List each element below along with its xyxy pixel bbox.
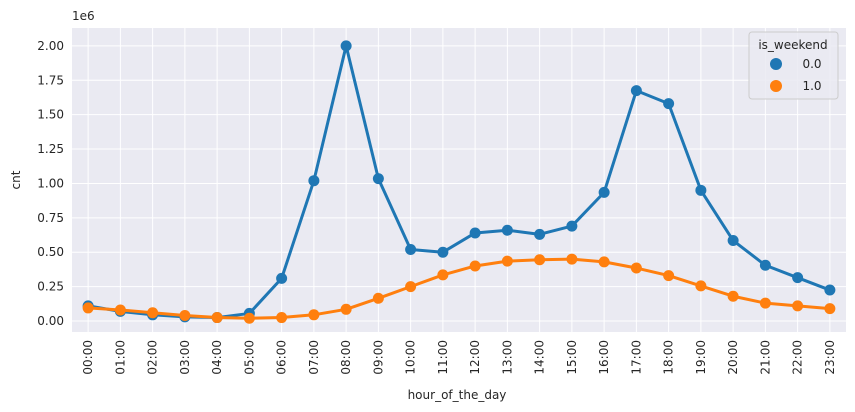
- series-1.0: [82, 253, 836, 324]
- x-tick-label: 20:00: [726, 340, 740, 375]
- data-point: [534, 228, 546, 240]
- data-point: [663, 98, 675, 110]
- data-point: [469, 260, 481, 272]
- y-tick-label: 0.50: [37, 245, 64, 259]
- data-point: [695, 280, 707, 292]
- data-point: [598, 256, 610, 268]
- data-point: [340, 40, 352, 52]
- data-point: [179, 309, 191, 321]
- data-point: [82, 302, 94, 314]
- data-point: [147, 307, 159, 319]
- x-axis-label: hour_of_the_day: [408, 388, 507, 402]
- data-point: [211, 312, 223, 324]
- y-tick-label: 1.25: [37, 142, 64, 156]
- x-tick-label: 13:00: [500, 340, 514, 375]
- data-point: [792, 272, 804, 284]
- data-point: [437, 246, 449, 258]
- y-tick-label: 2.00: [37, 39, 64, 53]
- legend-entry: 1.0: [802, 79, 821, 93]
- series-group: [82, 40, 836, 324]
- x-tick-label: 05:00: [242, 340, 256, 375]
- data-point: [405, 243, 417, 255]
- x-tick-label: 19:00: [694, 340, 708, 375]
- data-point: [695, 184, 707, 196]
- x-tick-label: 12:00: [468, 340, 482, 375]
- x-tick-label: 16:00: [597, 340, 611, 375]
- data-point: [759, 297, 771, 309]
- x-tick-label: 04:00: [210, 340, 224, 375]
- x-tick-label: 15:00: [565, 340, 579, 375]
- data-point: [663, 270, 675, 282]
- y-axis-label: cnt: [9, 170, 23, 189]
- data-point: [437, 269, 449, 281]
- data-point: [566, 220, 578, 232]
- x-tick-label: 00:00: [81, 340, 95, 375]
- y-tick-label: 1.50: [37, 108, 64, 122]
- data-point: [340, 303, 352, 315]
- data-point: [308, 175, 320, 187]
- y-offset-label: 1e6: [72, 9, 95, 23]
- data-point: [372, 173, 384, 185]
- x-tick-label: 18:00: [662, 340, 676, 375]
- x-tick-label: 10:00: [404, 340, 418, 375]
- data-point: [759, 259, 771, 271]
- x-tick-label: 14:00: [533, 340, 547, 375]
- data-point: [534, 254, 546, 266]
- data-point: [824, 303, 836, 315]
- x-tick-labels: 00:00 01:00 02:00 03:00 04:00 05:00 06:00 07:00…: [81, 340, 837, 375]
- x-tick-label: 11:00: [436, 340, 450, 375]
- y-tick-label: 1.00: [37, 176, 64, 190]
- plot-background: [72, 28, 846, 332]
- y-tick-labels: 0.00 0.25 0.50 0.75 1.00 1.25 1.50 1.75 2.00: [37, 39, 64, 328]
- data-point: [566, 253, 578, 265]
- data-point: [501, 255, 513, 267]
- data-point: [372, 292, 384, 304]
- data-point: [114, 304, 126, 316]
- x-tick-label: 03:00: [178, 340, 192, 375]
- legend-title: is_weekend: [758, 38, 827, 52]
- x-tick-label: 21:00: [758, 340, 772, 375]
- data-point: [630, 262, 642, 274]
- data-point: [308, 309, 320, 321]
- legend-entry: 0.0: [802, 57, 821, 71]
- data-point: [243, 312, 255, 324]
- y-tick-label: 0.00: [37, 314, 64, 328]
- y-tick-label: 0.75: [37, 211, 64, 225]
- x-tick-label: 07:00: [307, 340, 321, 375]
- legend-marker: [770, 58, 782, 70]
- x-tick-label: 23:00: [823, 340, 837, 375]
- x-tick-label: 08:00: [339, 340, 353, 375]
- x-tick-label: 02:00: [146, 340, 160, 375]
- x-tick-label: 22:00: [791, 340, 805, 375]
- legend-box: [748, 31, 839, 100]
- data-point: [276, 312, 288, 324]
- data-point: [501, 224, 513, 236]
- x-tick-label: 01:00: [113, 340, 127, 375]
- y-tick-label: 1.75: [37, 73, 64, 87]
- data-point: [727, 235, 739, 247]
- legend: is_weekend 0.0 1.0: [748, 31, 839, 100]
- data-point: [598, 186, 610, 198]
- data-point: [792, 300, 804, 312]
- data-point: [824, 284, 836, 296]
- x-tick-label: 17:00: [629, 340, 643, 375]
- data-point: [469, 227, 481, 239]
- x-tick-label: 09:00: [371, 340, 385, 375]
- x-tick-label: 06:00: [275, 340, 289, 375]
- data-point: [630, 85, 642, 97]
- y-tick-label: 0.25: [37, 280, 64, 294]
- data-point: [405, 281, 417, 293]
- data-point: [727, 290, 739, 302]
- data-point: [276, 272, 288, 284]
- legend-marker: [770, 80, 782, 92]
